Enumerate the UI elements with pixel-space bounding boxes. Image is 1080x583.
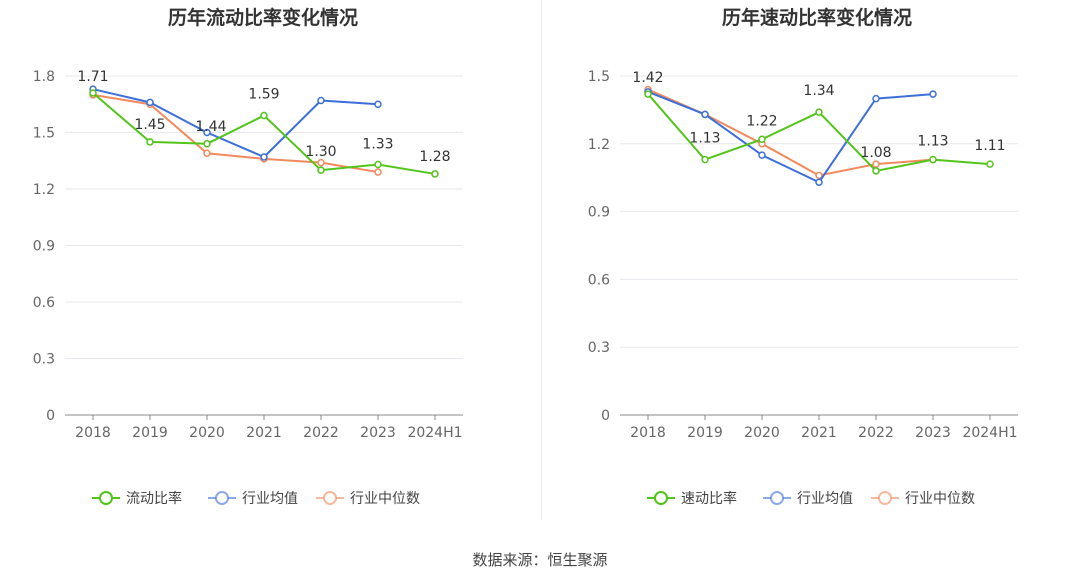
x-tick-label: 2024H1 (407, 425, 462, 441)
data-point (701, 110, 709, 119)
data-label: 1.59 (248, 87, 279, 103)
legend-item[interactable]: 流动比率 (92, 490, 182, 507)
y-tick-label: 0 (46, 408, 55, 424)
y-tick-label: 0.6 (588, 272, 610, 288)
data-point (260, 153, 268, 161)
data-point (872, 167, 880, 175)
chart-title: 历年速动比率变化情况 (722, 6, 912, 29)
series-line-industry-median (92, 93, 379, 174)
data-label: 1.13 (917, 134, 948, 150)
x-tick-label: 2021 (801, 425, 837, 441)
legend-label: 行业中位数 (905, 491, 975, 507)
legend-item[interactable]: 行业中位数 (871, 491, 975, 507)
y-tick-label: 0.9 (33, 239, 55, 255)
y-tick-label: 0.6 (33, 295, 55, 311)
series-line-industry-mean (647, 90, 934, 184)
data-point (203, 140, 211, 148)
data-point (374, 160, 382, 169)
legend-marker (654, 491, 668, 505)
legend-item[interactable]: 行业中位数 (316, 491, 420, 507)
data-label: 1.13 (689, 131, 720, 147)
y-tick-label: 0.9 (588, 205, 610, 221)
data-label: 1.08 (860, 145, 891, 161)
chart-title: 历年流动比率变化情况 (168, 6, 358, 29)
y-tick-label: 1.2 (588, 137, 610, 153)
legend-label: 速动比率 (681, 490, 737, 507)
x-tick-label: 2019 (687, 425, 723, 441)
data-source-text: 数据来源：恒生聚源 (472, 551, 607, 569)
current-ratio-chart: 历年流动比率变化情况 0 0.3 0.6 0.9 1.2 1.5 1.8 2018 2019 202… (33, 6, 463, 507)
data-point (929, 90, 937, 98)
y-tick-label: 0.3 (33, 352, 55, 368)
x-tick-label: 2018 (630, 425, 666, 441)
legend-label: 行业均值 (797, 491, 853, 507)
x-tick-label: 2021 (246, 425, 282, 441)
legend-label: 行业中位数 (350, 491, 420, 507)
data-point (146, 138, 154, 146)
x-tick-label: 2023 (915, 425, 951, 441)
data-label: 1.45 (134, 117, 165, 133)
data-label: 1.28 (419, 149, 450, 165)
y-tick-label: 0 (601, 408, 610, 424)
data-label: 1.33 (362, 137, 393, 153)
y-tick-label: 1.5 (588, 69, 610, 85)
data-point (317, 158, 325, 167)
legend-item[interactable]: 行业均值 (208, 491, 298, 507)
x-tick-label: 2018 (75, 425, 111, 441)
data-point (89, 89, 97, 97)
data-point (431, 170, 439, 178)
y-tick-label: 1.2 (33, 182, 55, 198)
data-point (758, 151, 766, 159)
data-point (260, 111, 268, 120)
data-point (815, 178, 823, 186)
series-line-industry-mean (92, 88, 379, 158)
legend-marker (323, 491, 337, 505)
x-tick-label: 2022 (858, 425, 894, 441)
legend-marker (770, 491, 784, 505)
x-tick-label: 2022 (303, 425, 339, 441)
legend-label: 行业均值 (242, 491, 298, 507)
data-point (374, 100, 382, 108)
legend-item[interactable]: 速动比率 (647, 490, 737, 507)
data-point (203, 128, 211, 137)
data-point (815, 171, 823, 180)
legend-label: 流动比率 (126, 490, 182, 507)
quick-ratio-chart: 历年速动比率变化情况 0 0.3 0.6 0.9 1.2 1.5 2018 2019 2020 20… (588, 6, 1018, 507)
data-point (203, 149, 211, 157)
data-point (929, 155, 937, 164)
x-tick-label: 2019 (132, 425, 168, 441)
data-point (815, 108, 823, 116)
y-tick-label: 1.8 (33, 69, 55, 85)
data-point (758, 135, 766, 144)
legend-item[interactable]: 行业均值 (763, 491, 853, 507)
data-label: 1.71 (77, 69, 108, 85)
x-tick-label: 2020 (189, 425, 225, 441)
data-label: 1.30 (305, 144, 336, 160)
legend-marker (215, 491, 229, 505)
data-point (317, 96, 325, 105)
legend-marker (878, 491, 892, 505)
data-label: 1.44 (195, 119, 226, 135)
data-label: 1.11 (974, 138, 1005, 154)
data-point (701, 155, 709, 164)
data-label: 1.22 (746, 113, 777, 129)
data-point (317, 166, 325, 174)
data-label: 1.34 (803, 83, 834, 99)
data-label: 1.42 (632, 70, 663, 86)
x-tick-label: 2024H1 (962, 425, 1017, 441)
data-point (644, 90, 652, 98)
y-tick-label: 0.3 (588, 340, 610, 356)
y-tick-label: 1.5 (33, 126, 55, 142)
data-point (986, 160, 994, 168)
data-point (872, 94, 880, 103)
x-tick-label: 2023 (360, 425, 396, 441)
x-tick-label: 2020 (744, 425, 780, 441)
data-point (872, 160, 880, 168)
legend-marker (99, 491, 113, 505)
data-point (146, 98, 154, 107)
data-point (374, 168, 382, 176)
